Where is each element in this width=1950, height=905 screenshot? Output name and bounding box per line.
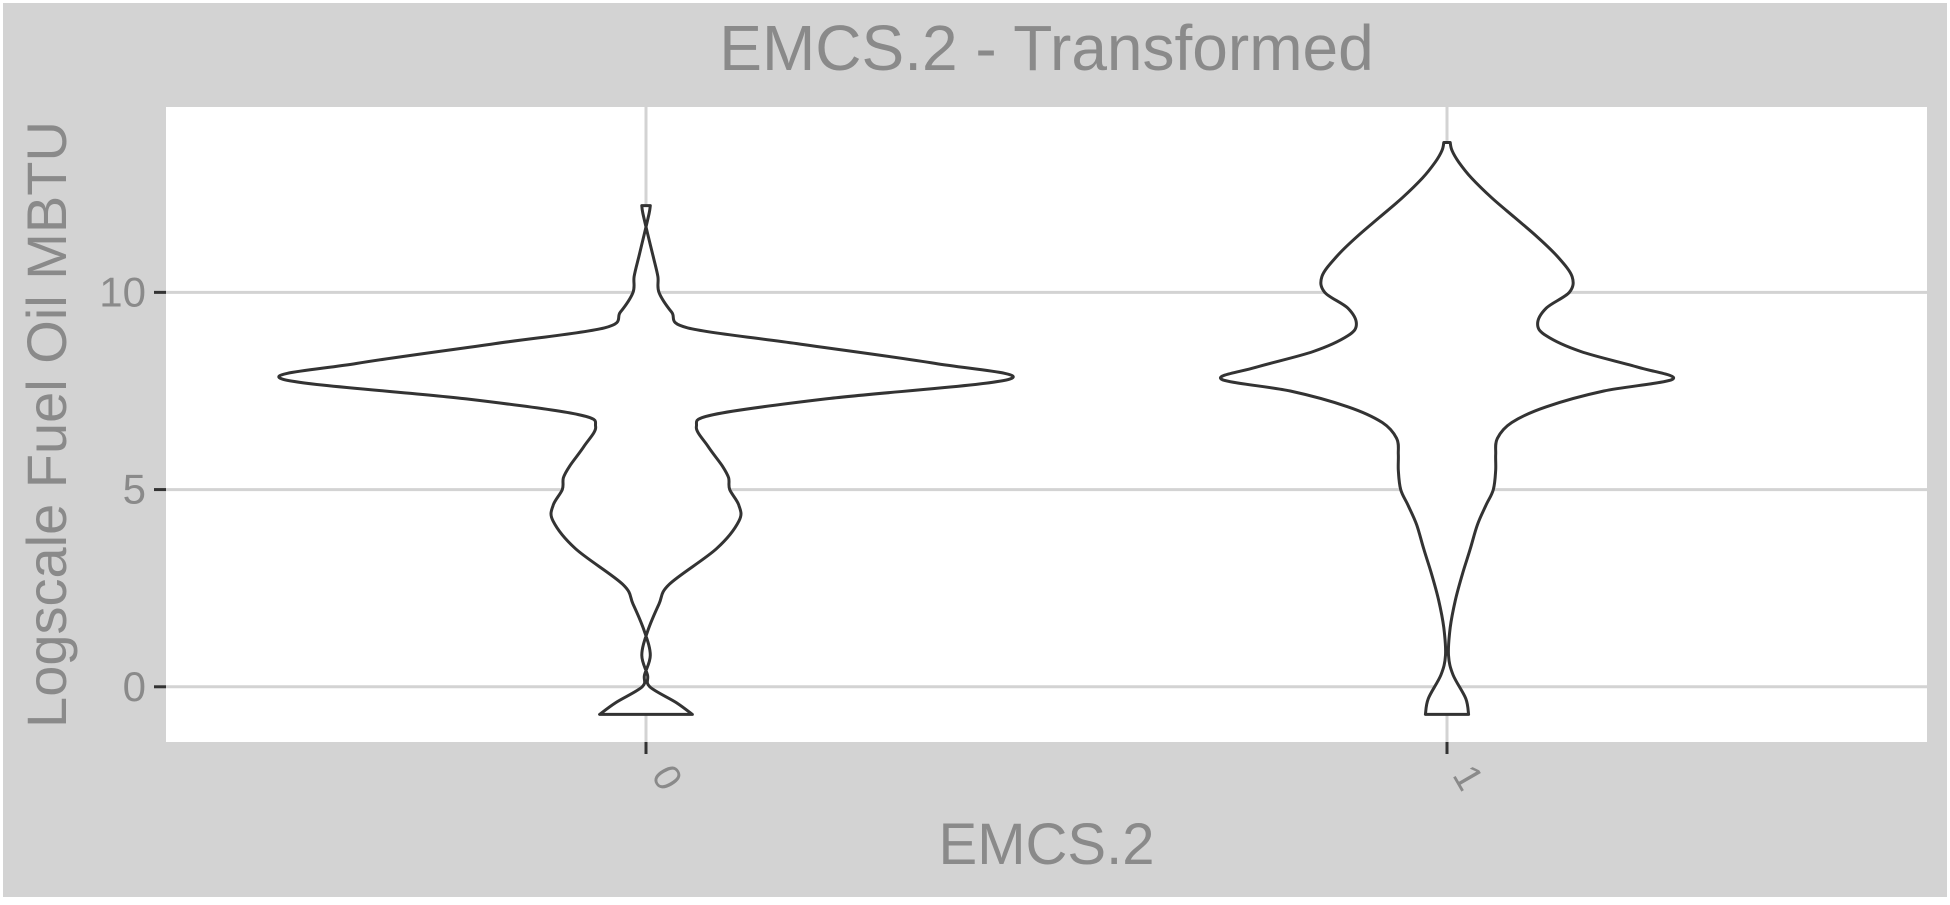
- chart-title: EMCS.2 - Transformed: [719, 12, 1373, 84]
- y-axis-label: Logscale Fuel Oil MBTU: [15, 121, 78, 728]
- y-tick-label: 10: [99, 268, 146, 315]
- violins: [277, 141, 1676, 716]
- y-tick-label: 0: [123, 663, 146, 710]
- y-tick-label: 5: [123, 466, 146, 513]
- x-axis-label: EMCS.2: [939, 812, 1155, 877]
- violin-0: [277, 204, 1015, 716]
- plot-background: [166, 107, 1927, 742]
- violin-1: [1218, 141, 1676, 716]
